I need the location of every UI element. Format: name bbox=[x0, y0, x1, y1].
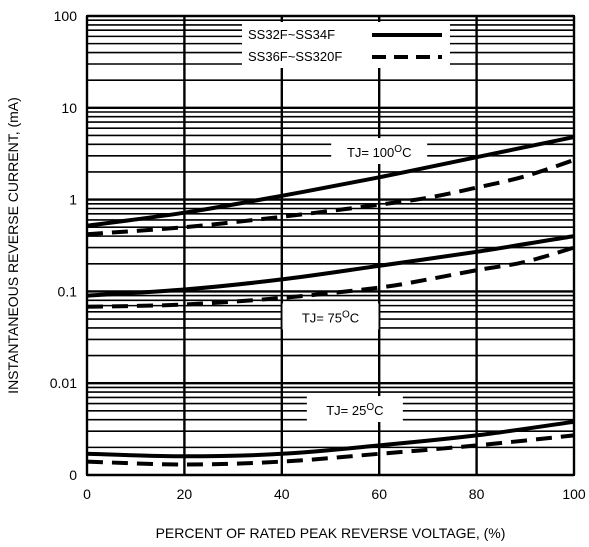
y-tick-label: 10 bbox=[61, 100, 77, 116]
x-tick-label: 80 bbox=[469, 486, 485, 502]
series-line-solid bbox=[86, 419, 575, 459]
y-tick-label: 0.01 bbox=[50, 375, 77, 391]
series-line-dashed bbox=[86, 433, 575, 467]
y-tick-label: 0 bbox=[69, 467, 77, 483]
labels: TJ= 100OC TJ= 75OC TJ= 25OC bbox=[282, 138, 428, 423]
plot-frame bbox=[86, 15, 575, 476]
annotation-background bbox=[282, 303, 379, 330]
temperature-label: TJ= 75OC bbox=[302, 309, 359, 325]
x-tick-label: 0 bbox=[83, 486, 91, 502]
series-line-solid bbox=[86, 234, 575, 298]
series-line-dashed bbox=[86, 158, 575, 237]
legend-box bbox=[242, 22, 450, 68]
y-tick-label: 100 bbox=[54, 8, 78, 24]
legend: SS32F~SS34F SS36F~SS320F bbox=[242, 22, 450, 68]
x-tick-label: 100 bbox=[562, 486, 586, 502]
y-tick-label: 1 bbox=[69, 192, 77, 208]
annotation-background bbox=[331, 138, 428, 165]
annotation-background bbox=[306, 396, 403, 423]
curves bbox=[86, 135, 575, 467]
y-axis-label: INSTANTANEOUS REVERSE CURRENT, (mA) bbox=[5, 97, 21, 394]
x-tick-label: 40 bbox=[274, 486, 290, 502]
x-tick-label: 60 bbox=[371, 486, 387, 502]
temperature-label: TJ= 25OC bbox=[326, 402, 383, 418]
legend-label: SS36F~SS320F bbox=[248, 49, 342, 64]
temperature-label: TJ= 100OC bbox=[347, 144, 412, 160]
series-line-dashed bbox=[86, 245, 575, 309]
x-tick-label: 20 bbox=[177, 486, 193, 502]
x-axis-label: PERCENT OF RATED PEAK REVERSE VOLTAGE, (… bbox=[156, 525, 506, 541]
series-line-solid bbox=[86, 135, 575, 228]
y-tick-label: 0.1 bbox=[58, 283, 78, 299]
legend-label: SS32F~SS34F bbox=[248, 27, 335, 42]
axes: 0 20 40 60 80 100 0 0.01 0.1 1 10 100 PERCENT OF RAT… bbox=[5, 8, 586, 541]
